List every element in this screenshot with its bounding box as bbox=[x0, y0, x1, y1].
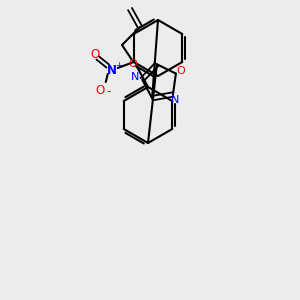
Text: N: N bbox=[131, 73, 140, 82]
Text: N: N bbox=[107, 64, 117, 76]
Text: +: + bbox=[115, 61, 122, 70]
Text: O: O bbox=[95, 83, 104, 97]
Text: -: - bbox=[106, 85, 111, 98]
Text: O: O bbox=[90, 47, 99, 61]
Text: N: N bbox=[171, 94, 179, 104]
Text: O: O bbox=[176, 65, 185, 76]
Text: O: O bbox=[129, 59, 137, 69]
